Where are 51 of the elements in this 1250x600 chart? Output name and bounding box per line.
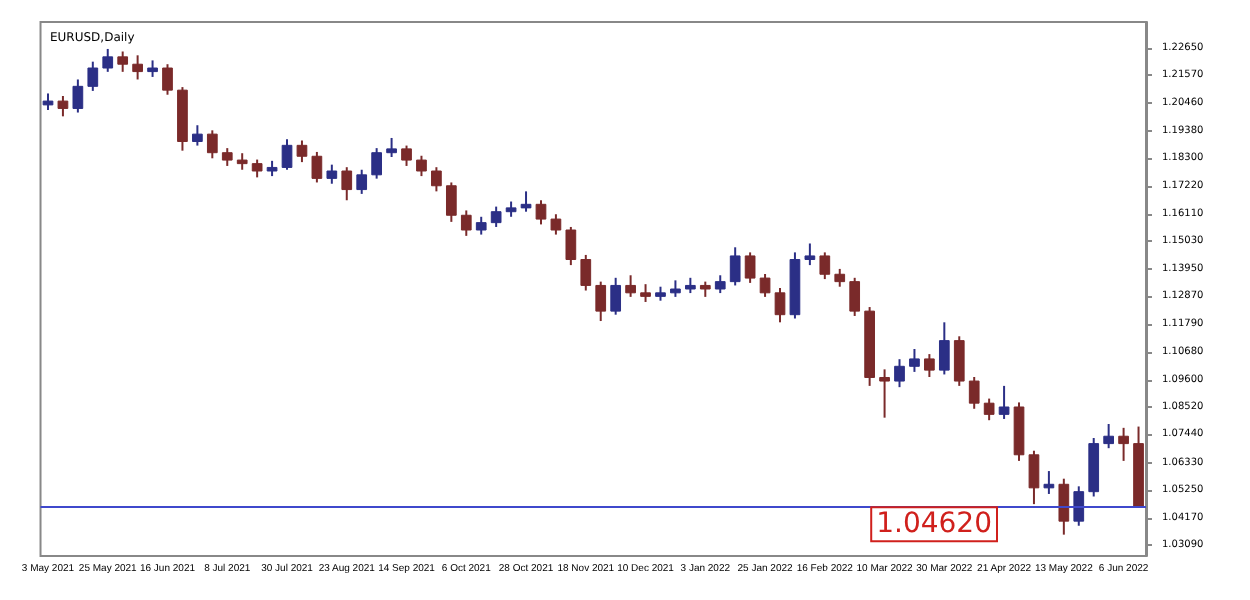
candlestick	[1103, 423, 1115, 450]
candlestick	[894, 358, 905, 389]
candlestick	[401, 144, 412, 167]
candlestick	[132, 54, 143, 81]
candlestick	[87, 60, 99, 92]
candlestick	[953, 335, 965, 387]
candlestick	[879, 368, 890, 419]
candlestick	[1043, 470, 1055, 495]
candlestick	[804, 242, 816, 267]
candlestick	[192, 124, 203, 147]
candlestick	[535, 199, 547, 226]
candlestick	[72, 78, 84, 114]
candlestick	[744, 251, 756, 284]
candlestick	[371, 147, 382, 180]
candlestick	[938, 321, 950, 376]
candlestick	[460, 209, 472, 237]
candlestick	[909, 348, 920, 373]
candlestick	[311, 150, 323, 184]
candlestick	[595, 280, 607, 323]
candlestick	[729, 246, 741, 287]
candlestick	[819, 251, 831, 281]
candlestick	[1118, 426, 1129, 462]
candlestick	[162, 63, 173, 96]
candlestick	[849, 276, 861, 317]
candlestick	[610, 276, 622, 316]
candlestick	[625, 274, 636, 298]
ref-line-label: 1.04620	[876, 508, 992, 541]
candlestick	[445, 181, 457, 223]
candlestick	[102, 47, 114, 73]
candlestick	[1058, 477, 1070, 536]
candlestick	[520, 190, 532, 213]
candlestick	[206, 129, 218, 160]
candlestick	[580, 253, 592, 292]
candlestick	[386, 136, 397, 159]
candlestick	[416, 154, 427, 178]
candlestick	[968, 375, 980, 410]
candlestick	[924, 353, 935, 378]
candlestick	[281, 138, 293, 171]
candlestick	[117, 50, 129, 73]
candlestick	[296, 139, 308, 164]
candlestick	[57, 95, 69, 118]
candlestick	[1073, 485, 1085, 527]
candlestick	[550, 213, 562, 236]
candlestick	[431, 166, 442, 193]
candlestick	[356, 168, 368, 195]
candlestick	[565, 225, 577, 267]
candlestick	[490, 205, 502, 228]
candlestick	[326, 163, 338, 185]
candlestick	[341, 166, 353, 202]
candlestick	[983, 397, 995, 422]
candlestick	[998, 384, 1010, 420]
